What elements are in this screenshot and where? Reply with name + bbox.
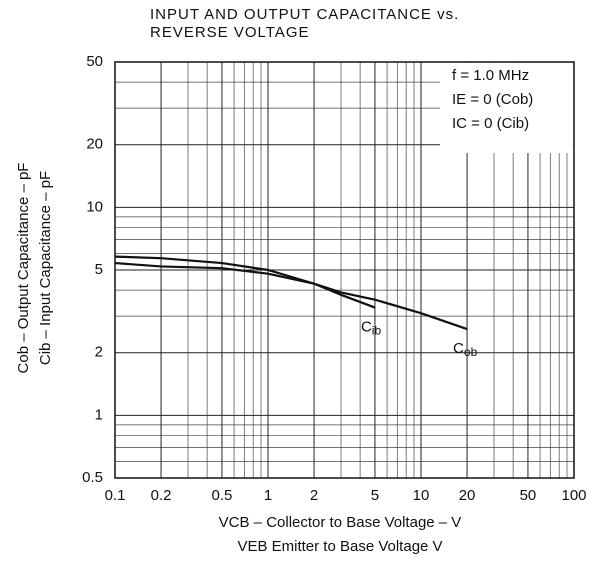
y-tick-label: 5 bbox=[95, 261, 103, 278]
x-tick-label: 0.1 bbox=[105, 487, 126, 504]
y-tick-label: 50 bbox=[86, 53, 103, 70]
chart-title: REVERSE VOLTAGE bbox=[150, 24, 310, 41]
x-tick-label: 20 bbox=[459, 487, 476, 504]
x-tick-label: 10 bbox=[413, 487, 430, 504]
x-tick-label: 2 bbox=[310, 487, 318, 504]
line-series bbox=[114, 261, 376, 309]
annotation: f = 1.0 MHz bbox=[452, 67, 529, 84]
series-label: Cib bbox=[361, 319, 382, 338]
y-tick-label: 0.5 bbox=[82, 469, 103, 486]
x-axis-label: VCB – Collector to Base Voltage – V bbox=[219, 514, 462, 531]
series-label: Cob bbox=[453, 340, 478, 359]
y-tick-label: 10 bbox=[86, 198, 103, 215]
x-tick-label: 1 bbox=[264, 487, 272, 504]
y-axis-label: Cob – Output Capacitance – pF bbox=[15, 163, 32, 374]
y-axis-label: Cib – Input Capacitance – pF bbox=[37, 171, 54, 365]
chart-title: INPUT AND OUTPUT CAPACITANCE vs. bbox=[150, 6, 459, 23]
x-tick-label: 100 bbox=[561, 487, 586, 504]
y-tick-label: 20 bbox=[86, 136, 103, 153]
x-tick-label: 0.5 bbox=[212, 487, 233, 504]
annotation: IE = 0 (Cob) bbox=[452, 91, 533, 108]
x-tick-label: 50 bbox=[520, 487, 537, 504]
x-tick-label: 5 bbox=[371, 487, 379, 504]
y-tick-label: 1 bbox=[95, 406, 103, 423]
annotation: IC = 0 (Cib) bbox=[452, 115, 529, 132]
annotation-box bbox=[440, 63, 573, 153]
plot-frame bbox=[114, 61, 575, 479]
y-tick-label: 2 bbox=[95, 344, 103, 361]
x-tick-label: 0.2 bbox=[151, 487, 172, 504]
x-axis-label: VEB Emitter to Base Voltage V bbox=[237, 538, 442, 555]
